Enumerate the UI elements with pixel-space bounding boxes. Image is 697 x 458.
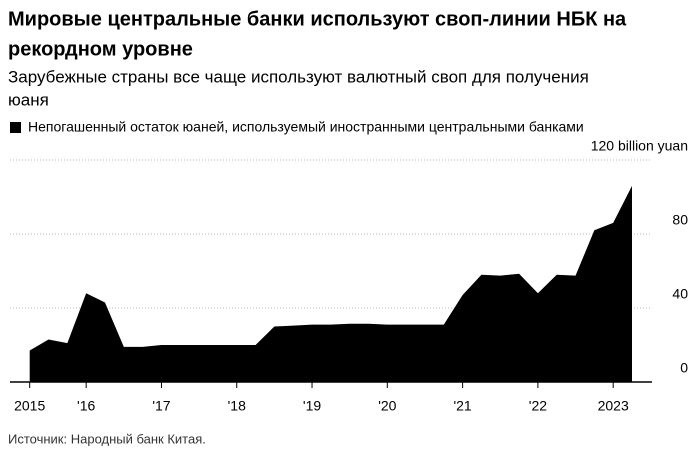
x-tick-label: 2015	[14, 398, 45, 414]
chart-subtitle: Зарубежные страны все чаще используют ва…	[8, 67, 589, 86]
x-tick-label: '19	[303, 398, 321, 414]
area	[29, 185, 632, 382]
chart-subtitle: юаня	[8, 90, 49, 109]
chart-title: рекордном уровне	[8, 38, 193, 60]
legend-swatch	[10, 122, 21, 133]
x-tick-label: '18	[228, 398, 246, 414]
x-tick-label: '22	[529, 398, 547, 414]
x-tick-label: '17	[152, 398, 170, 414]
y-tick-label: 0	[680, 360, 688, 376]
x-tick-label: '20	[378, 398, 396, 414]
source: Источник: Народный банк Китая.	[8, 431, 206, 446]
x-tick-label: '16	[77, 398, 95, 414]
x-tick-label: 2023	[598, 398, 629, 414]
legend-label: Непогашенный остаток юаней, используемый…	[28, 119, 584, 135]
y-tick-label: 80	[672, 212, 688, 228]
chart-title: Мировые центральные банки используют сво…	[8, 8, 627, 30]
y-tick-label: 120 billion yuan	[591, 138, 688, 154]
x-tick-label: '21	[453, 398, 471, 414]
y-tick-label: 40	[672, 286, 688, 302]
